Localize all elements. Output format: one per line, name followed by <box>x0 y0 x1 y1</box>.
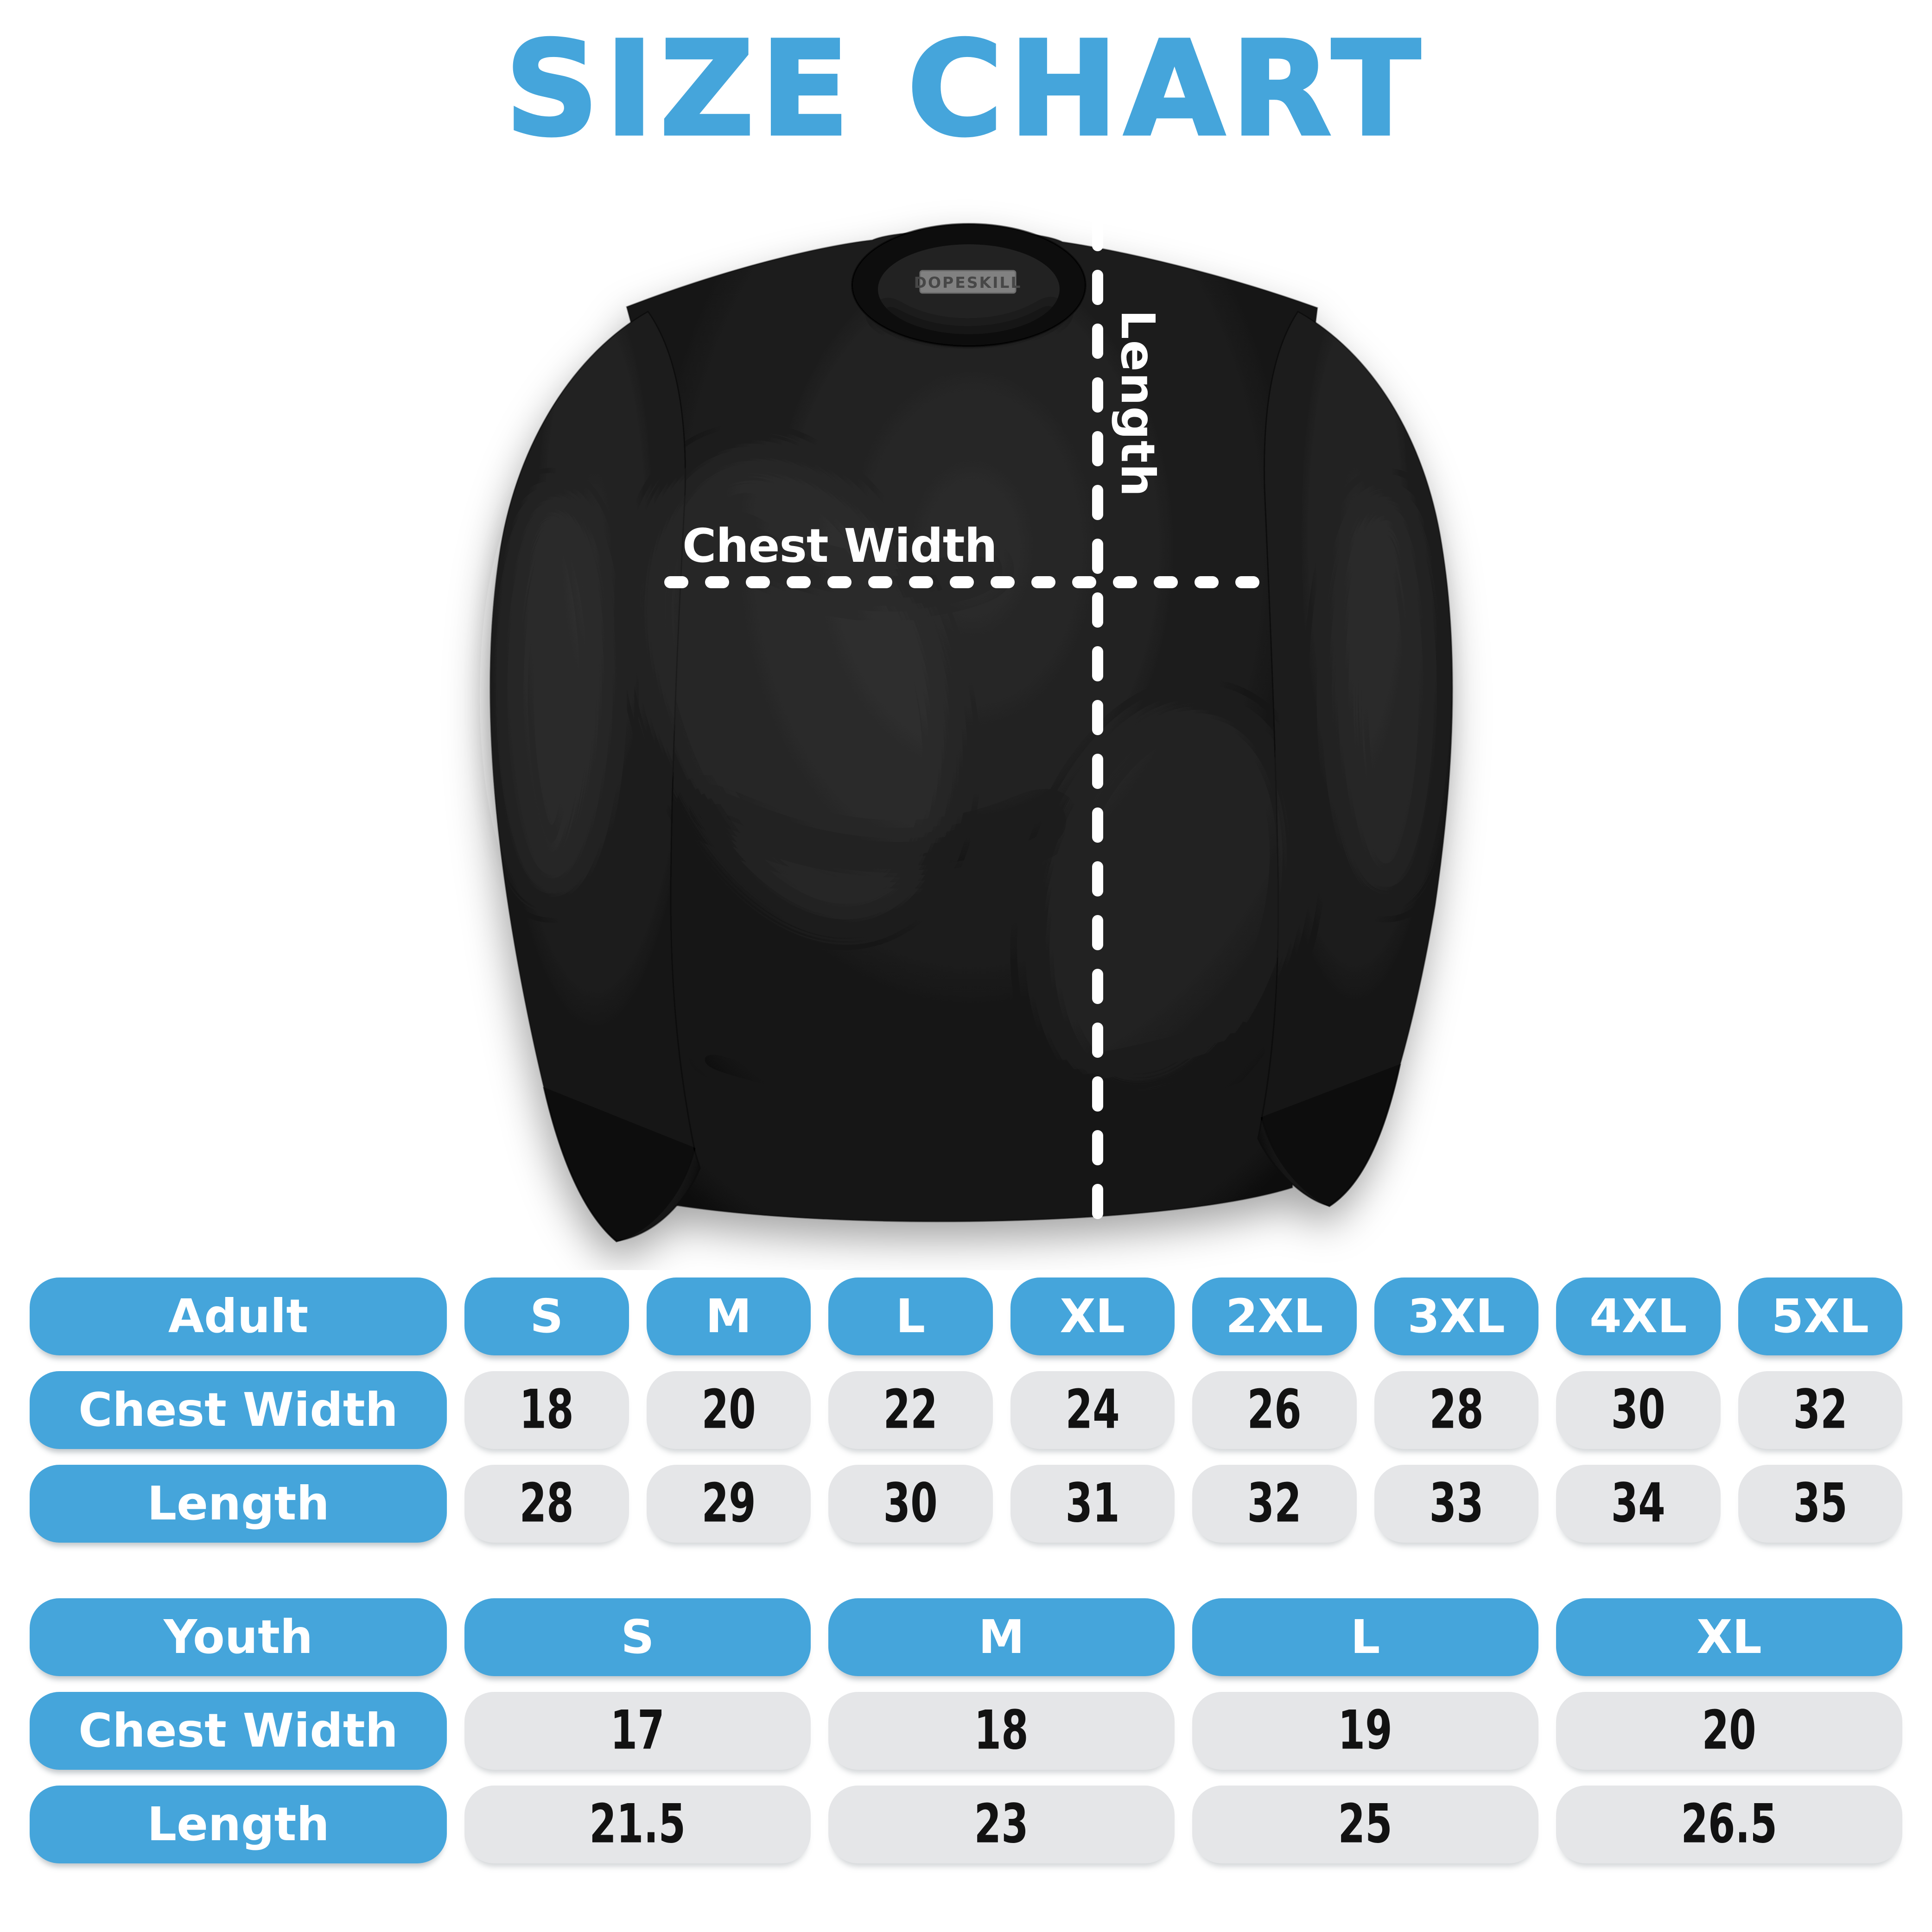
fabric-sheen <box>1335 496 1437 895</box>
brand-tag: DOPESKILL <box>914 270 1022 294</box>
youth-size-m: M <box>828 1598 1175 1676</box>
table-cell: 35 <box>1738 1465 1902 1543</box>
fabric-fold <box>691 793 1062 866</box>
table-cell: 23 <box>828 1786 1175 1863</box>
cell-value: 29 <box>701 1472 756 1535</box>
table-cell: 20 <box>646 1371 811 1449</box>
youth-chest-width-label: Chest Width <box>30 1692 447 1770</box>
table-cell: 20 <box>1556 1692 1902 1770</box>
table-cell: 21.5 <box>464 1786 811 1863</box>
cell-value: 32 <box>1247 1472 1302 1535</box>
table-cell: 18 <box>464 1371 629 1449</box>
shirt-figure: DOPESKILL Chest Width Length <box>489 216 1453 1243</box>
table-cell: 30 <box>828 1465 993 1543</box>
page-title: SIZE CHART <box>503 13 1427 167</box>
cell-value: 20 <box>1702 1699 1757 1762</box>
adult-size-2xl: 2XL <box>1192 1277 1357 1355</box>
adult-length-row: Length 28 29 30 31 32 33 34 35 <box>30 1465 1902 1543</box>
cell-value: 34 <box>1611 1472 1665 1535</box>
collar-shadow <box>875 299 1063 342</box>
table-cell: 29 <box>646 1465 811 1543</box>
cell-value: 26 <box>1247 1379 1302 1441</box>
youth-length-row: Length 21.5 23 25 26.5 <box>30 1786 1902 1863</box>
table-spacer <box>30 1558 1902 1598</box>
cell-value: 33 <box>1429 1472 1484 1535</box>
cell-value: 35 <box>1793 1472 1848 1535</box>
measurement-overlay: Chest Width Length <box>664 216 1278 1227</box>
youth-chest-width-row: Chest Width 17 18 19 20 <box>30 1692 1902 1770</box>
cell-value: 25 <box>1338 1793 1393 1856</box>
cell-value: 20 <box>701 1379 756 1441</box>
table-cell: 32 <box>1738 1371 1902 1449</box>
cell-value: 24 <box>1065 1379 1120 1441</box>
table-cell: 19 <box>1192 1692 1538 1770</box>
table-cell: 32 <box>1192 1465 1357 1543</box>
adult-size-5xl: 5XL <box>1738 1277 1902 1355</box>
fabric-fold <box>682 1037 1256 1112</box>
youth-size-l: L <box>1192 1598 1538 1676</box>
table-cell: 31 <box>1010 1465 1175 1543</box>
table-cell: 17 <box>464 1692 811 1770</box>
adult-chest-width-row: Chest Width 18 20 22 24 26 28 30 32 <box>30 1371 1902 1449</box>
cell-value: 18 <box>974 1699 1029 1762</box>
cell-value: 32 <box>1793 1379 1848 1441</box>
adult-chest-width-label: Chest Width <box>30 1371 447 1449</box>
size-tables: Adult S M L XL 2XL 3XL 4XL 5XL Chest Wid… <box>30 1277 1902 1879</box>
cell-value: 28 <box>1429 1379 1484 1441</box>
adult-size-4xl: 4XL <box>1556 1277 1721 1355</box>
table-cell: 22 <box>828 1371 993 1449</box>
table-cell: 18 <box>828 1692 1175 1770</box>
adult-size-3xl: 3XL <box>1374 1277 1538 1355</box>
youth-size-s: S <box>464 1598 811 1676</box>
cell-value: 21.5 <box>589 1793 686 1856</box>
table-cell: 24 <box>1010 1371 1175 1449</box>
adult-size-l: L <box>828 1277 993 1355</box>
cell-value: 30 <box>883 1472 938 1535</box>
youth-table-label: Youth <box>30 1598 447 1676</box>
cell-value: 22 <box>883 1379 938 1441</box>
youth-length-label: Length <box>30 1786 447 1863</box>
table-cell: 26.5 <box>1556 1786 1902 1863</box>
cell-value: 17 <box>610 1699 665 1762</box>
table-cell: 34 <box>1556 1465 1721 1543</box>
adult-size-m: M <box>646 1277 811 1355</box>
adult-size-xl: XL <box>1010 1277 1175 1355</box>
chest-width-label: Chest Width <box>682 519 997 573</box>
youth-size-xl: XL <box>1556 1598 1902 1676</box>
youth-header-row: Youth S M L XL <box>30 1598 1902 1676</box>
table-cell: 30 <box>1556 1371 1721 1449</box>
table-cell: 28 <box>464 1465 629 1543</box>
brand-tag-label: DOPESKILL <box>914 273 1022 292</box>
adult-length-label: Length <box>30 1465 447 1543</box>
cell-value: 23 <box>974 1793 1029 1856</box>
table-cell: 33 <box>1374 1465 1538 1543</box>
cell-value: 26.5 <box>1681 1793 1778 1856</box>
right-cuff <box>1260 1063 1401 1208</box>
cell-value: 30 <box>1611 1379 1665 1441</box>
fabric-sheen <box>645 452 949 920</box>
table-cell: 28 <box>1374 1371 1538 1449</box>
shirt-image: DOPESKILL <box>489 223 1453 1243</box>
cell-value: 31 <box>1065 1472 1120 1535</box>
adult-table-label: Adult <box>30 1277 447 1355</box>
fabric-sheen <box>1042 708 1295 1099</box>
length-label: Length <box>1111 310 1165 497</box>
left-cuff <box>543 1087 696 1243</box>
table-cell: 25 <box>1192 1786 1538 1863</box>
fabric-sheen <box>496 496 607 895</box>
adult-header-row: Adult S M L XL 2XL 3XL 4XL 5XL <box>30 1277 1902 1355</box>
cell-value: 18 <box>519 1379 574 1441</box>
cell-value: 28 <box>519 1472 574 1535</box>
adult-size-s: S <box>464 1277 629 1355</box>
cell-value: 19 <box>1338 1699 1393 1762</box>
table-cell: 26 <box>1192 1371 1357 1449</box>
